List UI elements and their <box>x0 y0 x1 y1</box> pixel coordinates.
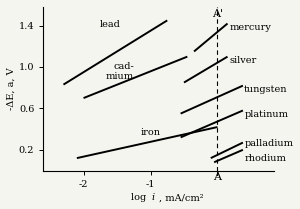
Y-axis label: -ΔE, a, V: -ΔE, a, V <box>7 68 16 110</box>
Text: rhodium: rhodium <box>244 154 286 163</box>
Text: i: i <box>152 193 155 203</box>
Text: iron: iron <box>141 128 160 137</box>
Text: A: A <box>214 172 221 182</box>
Text: palladium: palladium <box>244 139 293 148</box>
Text: tungsten: tungsten <box>244 85 288 94</box>
Text: mium: mium <box>106 72 134 81</box>
Text: cad-: cad- <box>113 62 134 71</box>
Text: platinum: platinum <box>244 110 288 119</box>
Text: , mA/cm²: , mA/cm² <box>159 193 203 203</box>
Text: mercury: mercury <box>230 23 272 32</box>
Text: log: log <box>131 193 149 203</box>
Text: silver: silver <box>230 56 257 65</box>
Text: lead: lead <box>100 20 120 29</box>
Text: A': A' <box>212 9 223 19</box>
